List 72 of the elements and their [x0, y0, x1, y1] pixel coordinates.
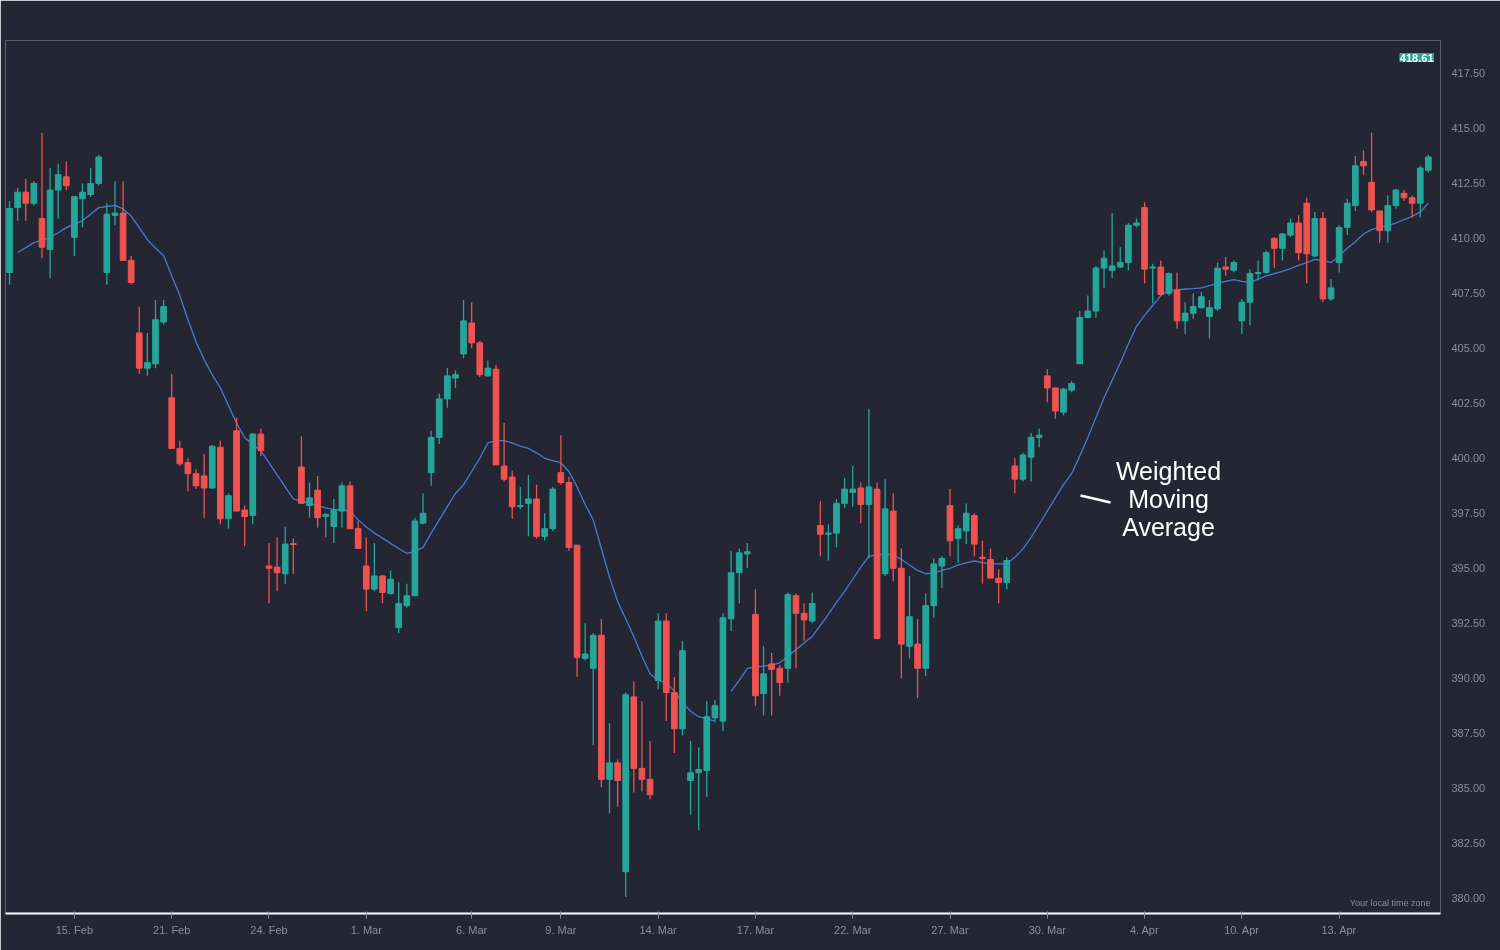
candlestick	[1165, 271, 1173, 297]
candlestick	[127, 255, 135, 286]
candlestick	[225, 492, 232, 530]
y-tick-label: 380.00	[1451, 892, 1486, 905]
candlestick	[865, 408, 873, 560]
candlestick	[1149, 263, 1157, 304]
x-tick-label: 30. Mar	[1028, 923, 1067, 936]
candlestick	[273, 536, 281, 592]
candlestick	[1003, 556, 1011, 590]
candlestick	[289, 537, 297, 575]
candlestick	[257, 427, 265, 457]
x-tick-label: 13. Apr	[1321, 923, 1357, 936]
candlestick	[792, 592, 800, 669]
candlestick	[30, 180, 38, 207]
candlestick	[1376, 210, 1384, 244]
candlestick	[22, 178, 30, 222]
x-tick-label: 15. Feb	[55, 923, 94, 936]
y-tick-label: 382.50	[1451, 837, 1486, 850]
candlestick	[371, 542, 378, 592]
y-tick-label: 402.50	[1451, 397, 1486, 410]
candlestick	[800, 602, 808, 642]
y-tick-label: 397.50	[1451, 507, 1486, 520]
candlestick	[606, 722, 613, 815]
candlestick	[362, 536, 370, 612]
candlestick	[979, 540, 986, 585]
candlestick	[760, 645, 767, 717]
y-tick-label: 415.00	[1451, 122, 1486, 135]
y-tick-label: 395.00	[1451, 562, 1486, 575]
x-tick-label: 27. Mar	[931, 923, 969, 936]
candlestick	[306, 481, 313, 519]
candlestick	[808, 591, 816, 624]
candlestick	[265, 542, 273, 605]
y-tick-label: 392.50	[1451, 617, 1486, 630]
y-tick-label: 410.00	[1451, 232, 1486, 245]
x-tick-label: 6. Mar	[456, 923, 488, 936]
y-tick-label: 412.50	[1451, 177, 1486, 190]
candlestick	[1011, 457, 1019, 495]
y-tick-label: 385.00	[1451, 782, 1486, 795]
annotation: Weighted Moving Average	[1115, 456, 1222, 541]
x-tick-label: 9. Mar	[545, 923, 577, 936]
candlestick	[379, 574, 386, 605]
y-tick-label: 387.50	[1451, 727, 1486, 740]
candlestick	[614, 758, 621, 808]
candlestick	[1270, 236, 1278, 269]
y-tick-label: 407.50	[1451, 287, 1486, 300]
candlestick	[419, 492, 427, 525]
candlestick	[816, 500, 824, 557]
x-tick-label: 14. Mar	[639, 923, 678, 936]
candlestick	[1238, 298, 1246, 335]
candlestick	[516, 486, 524, 510]
candlestick	[62, 160, 70, 191]
candlestick	[1222, 256, 1229, 277]
x-tick-label: 10. Apr	[1224, 923, 1260, 936]
annotation: Your local time zone	[1349, 897, 1431, 908]
x-tick-label: 24. Feb	[250, 923, 288, 936]
candlestick	[14, 187, 21, 222]
candlestick	[1360, 149, 1367, 176]
y-tick-label: 417.50	[1451, 67, 1486, 80]
candlestick	[646, 740, 654, 800]
y-tick-label: 400.00	[1451, 452, 1486, 465]
x-tick-label: 22. Mar	[834, 923, 872, 936]
y-tick-label: 390.00	[1451, 672, 1486, 685]
candlestick	[387, 569, 394, 596]
y-tick-label: 405.00	[1451, 342, 1486, 355]
x-tick-label: 17. Mar	[736, 923, 775, 936]
x-tick-label: 4. Apr	[1129, 923, 1159, 936]
annotation: 418.61	[1399, 51, 1434, 64]
candlestick	[857, 481, 865, 524]
x-tick-label: 21. Feb	[153, 923, 191, 936]
candlestick	[1327, 278, 1335, 302]
x-tick-label: 1. Mar	[350, 923, 383, 936]
candlestick	[525, 474, 532, 538]
